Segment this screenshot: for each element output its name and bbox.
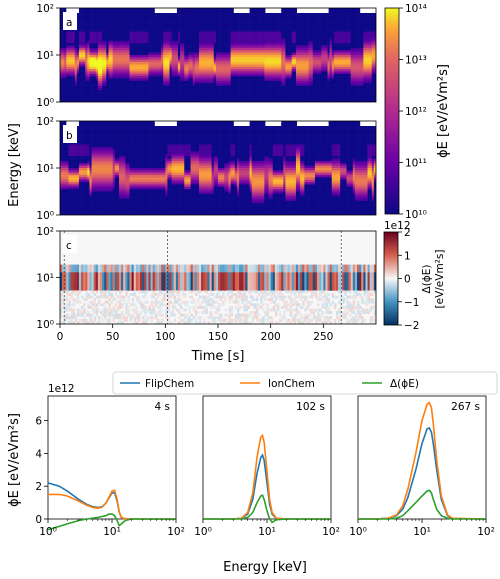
colorbar-tick-label: 1 — [404, 250, 411, 262]
colorbar-tick-label: 10¹² — [405, 106, 427, 118]
x-tick-label: 10¹ — [413, 526, 431, 538]
colorbar-tick-label: 10¹¹ — [405, 158, 427, 170]
time-axis-title: Time [s] — [191, 349, 245, 364]
series-line-2 — [358, 489, 486, 520]
colorbar-tick-label: −1 — [404, 297, 419, 309]
colorbar-delta-label-1: Δ(ϕE) — [421, 265, 433, 294]
heatmap-panel-b: b 10⁰ 10¹ 10² — [36, 116, 377, 222]
panel-title: 267 s — [451, 401, 480, 413]
line-panel-4s: 10⁰ 10¹ 10² 0 2 4 6 4 s — [35, 395, 185, 538]
x-tick-label: 10⁰ — [349, 526, 367, 538]
colorbar-flux: 10¹⁰ 10¹¹ 10¹² 10¹³ 10¹⁴ ϕE [eV/eVm²s] — [384, 3, 451, 221]
y-tick-label: 2 — [35, 481, 42, 493]
y-tick-label: 10⁰ — [36, 97, 54, 109]
panel-title: 102 s — [296, 401, 325, 413]
y-tick-label: 0 — [35, 514, 42, 526]
series-line-1 — [358, 401, 487, 520]
x-tick-label: 50 — [106, 331, 119, 343]
colorbar-delta-offset: 1e12 — [384, 220, 411, 232]
x-tick-label: 10² — [477, 526, 495, 538]
y-tick-label: 10⁰ — [36, 319, 54, 331]
x-tick-label: 100 — [155, 331, 175, 343]
x-tick-label: 10⁰ — [39, 526, 57, 538]
y-axis-c: 10⁰ 10¹ 10² — [36, 226, 60, 331]
y-axis-b: 10⁰ 10¹ 10² — [36, 116, 60, 222]
legend: FlipChem IonChem Δ(ϕE) — [112, 371, 498, 395]
legend-label-delta: Δ(ϕE) — [390, 378, 419, 390]
legend-label-flipchem: FlipChem — [145, 378, 194, 390]
time-marker-lines — [63, 231, 342, 324]
x-tick-label: 150 — [208, 331, 228, 343]
colorbar-tick-label: 2 — [404, 227, 411, 239]
y-tick-label: 10¹ — [36, 50, 54, 62]
y-tick-label: 10² — [36, 3, 54, 15]
x-tick-label: 10² — [322, 526, 340, 538]
y-tick-label: 10² — [36, 226, 54, 238]
line-panel-267s: 10⁰ 10¹ 10² 267 s — [349, 395, 495, 538]
colorbar-delta-label-2: [eV/eVm²s] — [434, 250, 446, 309]
x-axis-time: 0 50 100 150 200 250 — [57, 324, 333, 343]
y-tick-label: 10¹ — [36, 273, 54, 285]
line-offset-text: 1e12 — [48, 383, 75, 395]
legend-label-ionchem: IonChem — [268, 378, 315, 390]
colorbar-tick-label: 0 — [404, 274, 411, 286]
flux-axis-title: ϕE [eV/eVm²s] — [7, 413, 22, 507]
colorbar-tick-label: 10¹⁰ — [405, 209, 427, 221]
x-tick-label: 0 — [57, 331, 64, 343]
series-line-1 — [48, 489, 176, 520]
x-tick-label: 10¹ — [258, 526, 276, 538]
x-tick-label: 10⁰ — [194, 526, 212, 538]
y-tick-label: 10² — [36, 116, 54, 128]
x-tick-label: 250 — [313, 331, 333, 343]
y-axis-a: 10⁰ 10¹ 10² — [36, 3, 60, 109]
panel-title: 4 s — [155, 401, 171, 413]
colorbar-tick-label: 10¹⁴ — [405, 3, 427, 15]
x-tick-label: 10¹ — [103, 526, 121, 538]
panel-label-b: b — [66, 130, 73, 142]
line-panel-102s: 10⁰ 10¹ 10² 102 s — [194, 395, 340, 538]
series-line-1 — [203, 433, 331, 520]
energy-bottom-axis-title: Energy [keV] — [223, 560, 307, 575]
series-line-2 — [203, 494, 331, 524]
y-tick-label: 4 — [35, 448, 42, 460]
panel-label-a: a — [66, 17, 72, 29]
y-tick-label: 10⁰ — [36, 210, 54, 222]
colorbar-flux-label: ϕE [eV/eVm²s] — [436, 64, 451, 158]
colorbar-tick-label: −2 — [404, 320, 419, 332]
x-tick-label: 200 — [261, 331, 281, 343]
y-tick-label: 6 — [35, 416, 42, 428]
panel-label-c: c — [66, 240, 72, 252]
colorbar-tick-label: 10¹³ — [405, 55, 427, 67]
heatmap-panel-a: a 10⁰ 10¹ 10² — [36, 3, 377, 109]
x-tick-label: 10² — [167, 526, 185, 538]
heatmap-panel-c: c 10⁰ 10¹ 10² 0 50 100 150 200 250 Time [s] — [36, 226, 377, 364]
y-tick-label: 10¹ — [36, 163, 54, 175]
colorbar-delta: −2 −1 0 1 2 1e12 Δ(ϕE) [eV/eVm²s] — [383, 220, 446, 332]
energy-axis-title: Energy [keV] — [7, 123, 22, 207]
